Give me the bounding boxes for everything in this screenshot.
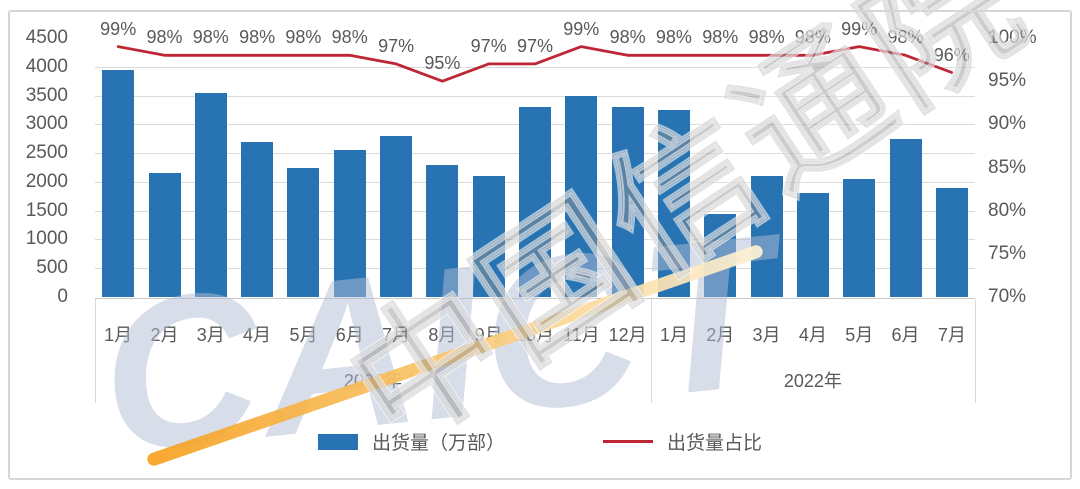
bar-2021-1月 — [102, 69, 135, 297]
data-label-2021-8月: 95% — [424, 53, 461, 74]
y-tick-right-80%: 80% — [988, 199, 1027, 221]
y-tick-left-3000: 3000 — [25, 113, 68, 135]
legend: 出货量（万部） 出货量占比 — [0, 428, 1080, 455]
month-label-2021-1月: 1月 — [104, 325, 133, 345]
y-tick-right-100%: 100% — [988, 27, 1037, 48]
data-label-2022-5月: 99% — [841, 18, 878, 39]
band-separator-1 — [650, 299, 652, 403]
year-label-2021年: 2021年 — [343, 371, 402, 391]
y-tick-left-1500: 1500 — [25, 199, 68, 221]
data-label-2022-7月: 96% — [933, 44, 970, 65]
legend-line-label: 出货量占比 — [667, 433, 763, 454]
legend-line-swatch — [603, 440, 653, 443]
data-label-2021-11月: 99% — [563, 18, 600, 39]
y-tick-right-75%: 75% — [988, 242, 1027, 264]
bar-2021-8月 — [426, 164, 459, 297]
band-separator-2 — [975, 299, 976, 403]
month-label-2021-10月: 10月 — [515, 325, 554, 345]
bar-2021-2月 — [148, 173, 181, 297]
month-label-2022-3月: 3月 — [752, 325, 781, 345]
data-label-2021-1月: 99% — [100, 18, 137, 39]
bar-2021-10月 — [519, 107, 551, 297]
bar-2021-6月 — [333, 150, 366, 297]
month-label-2022-2月: 2月 — [706, 325, 735, 345]
bar-2022-1月 — [657, 109, 690, 297]
month-label-2022-7月: 7月 — [937, 325, 966, 345]
y-tick-left-2500: 2500 — [25, 142, 68, 164]
legend-bar-swatch — [317, 433, 358, 450]
bar-2021-5月 — [287, 167, 320, 297]
y-tick-right-95%: 95% — [988, 70, 1027, 92]
y-tick-right-70%: 70% — [988, 286, 1027, 307]
y-tick-left-1000: 1000 — [25, 228, 68, 250]
data-label-2021-6月: 98% — [331, 27, 368, 48]
data-label-2021-12月: 98% — [609, 27, 646, 48]
x-axis-line — [95, 298, 975, 299]
month-label-2021-8月: 8月 — [428, 325, 457, 345]
month-label-2022-4月: 4月 — [798, 325, 827, 345]
data-label-2022-6月: 98% — [887, 27, 924, 48]
y-tick-left-4500: 4500 — [25, 27, 68, 48]
legend-bar-label: 出货量（万部） — [371, 433, 505, 454]
month-label-2021-7月: 7月 — [382, 325, 411, 345]
data-label-2022-4月: 98% — [794, 27, 831, 48]
bar-2021-4月 — [241, 141, 274, 297]
bar-2022-6月 — [889, 138, 922, 297]
y-tick-left-3500: 3500 — [25, 84, 68, 106]
y-tick-left-2000: 2000 — [25, 170, 68, 192]
y-tick-right-85%: 85% — [988, 156, 1027, 178]
data-label-2021-4月: 98% — [239, 27, 276, 48]
band-separator-0 — [95, 299, 96, 403]
month-label-2021-2月: 2月 — [150, 325, 179, 345]
data-label-2022-3月: 98% — [748, 27, 785, 48]
bar-2021-7月 — [380, 135, 413, 297]
y-tick-left-500: 500 — [36, 257, 68, 279]
bar-2021-9月 — [472, 176, 505, 297]
bar-2022-3月 — [750, 176, 783, 297]
month-label-2021-6月: 6月 — [335, 325, 364, 345]
year-label-2022年: 2022年 — [783, 371, 842, 391]
data-label-2021-3月: 98% — [192, 27, 229, 48]
bar-2022-4月 — [796, 193, 829, 297]
month-label-2021-3月: 3月 — [196, 325, 225, 345]
month-label-2022-1月: 1月 — [659, 325, 688, 345]
y-tick-right-90%: 90% — [988, 113, 1027, 135]
data-label-2021-10月: 97% — [516, 35, 554, 56]
y-tick-left-4000: 4000 — [25, 55, 68, 77]
month-label-2021-9月: 9月 — [474, 325, 503, 345]
month-label-2021-5月: 5月 — [289, 325, 318, 345]
bar-2022-2月 — [704, 213, 737, 297]
data-label-2021-2月: 98% — [146, 27, 183, 48]
data-label-2022-1月: 98% — [655, 27, 692, 48]
bar-2021-3月 — [194, 92, 227, 297]
bar-2021-12月 — [611, 107, 644, 297]
y-tick-left-0: 0 — [57, 286, 68, 307]
data-label-2021-5月: 98% — [285, 27, 322, 48]
month-label-2022-6月: 6月 — [891, 325, 920, 345]
month-label-2022-5月: 5月 — [845, 325, 874, 345]
data-label-2022-2月: 98% — [702, 27, 739, 48]
gridline — [95, 66, 975, 68]
bar-2022-5月 — [843, 179, 876, 297]
gridline — [95, 95, 975, 97]
month-label-2021-4月: 4月 — [243, 325, 272, 345]
month-label-2021-11月: 11月 — [562, 325, 600, 345]
bar-2022-7月 — [935, 187, 968, 297]
month-label-2021-12月: 12月 — [608, 325, 647, 345]
bar-2021-11月 — [565, 95, 598, 297]
